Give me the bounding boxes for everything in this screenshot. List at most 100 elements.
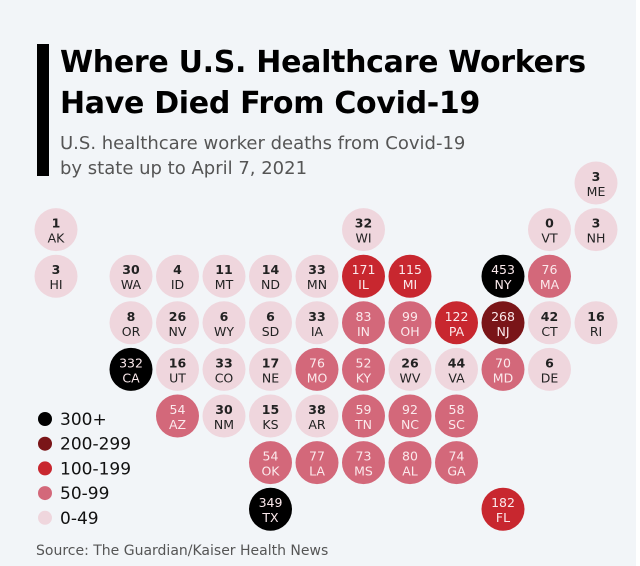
state-value: 6 [545, 355, 554, 370]
state-value: 16 [587, 309, 605, 324]
state-circle [109, 347, 153, 391]
state-abbr: DE [541, 370, 559, 385]
state-abbr: ND [261, 277, 280, 292]
state-circle [435, 441, 478, 485]
state-circle [481, 487, 525, 531]
state-abbr: CO [215, 370, 234, 385]
state-value: 349 [259, 495, 283, 510]
state-abbr: VT [541, 231, 558, 246]
legend-label: 100-199 [60, 459, 131, 479]
state-abbr: NY [495, 277, 512, 292]
legend-item: 100-199 [38, 459, 131, 479]
state-value: 76 [309, 355, 325, 370]
state-tile-de: 6DE [528, 347, 571, 391]
state-value: 8 [127, 309, 136, 324]
state-value: 33 [308, 309, 325, 324]
state-circle [574, 301, 618, 345]
state-abbr: IL [358, 277, 369, 292]
state-tile-nh: 3NH [574, 208, 618, 252]
state-abbr: NE [262, 370, 279, 385]
state-value: 16 [169, 355, 187, 370]
state-value: 83 [356, 309, 372, 324]
state-value: 38 [308, 402, 325, 417]
state-circle [388, 301, 432, 345]
title-accent-bar [37, 44, 49, 176]
state-value: 332 [119, 355, 143, 370]
state-abbr: UT [169, 370, 186, 385]
state-value: 77 [309, 449, 325, 464]
state-circle [109, 301, 153, 345]
state-value: 26 [169, 309, 187, 324]
state-abbr: GA [447, 464, 466, 479]
state-value: 33 [215, 355, 232, 370]
state-value: 54 [263, 449, 279, 464]
state-abbr: PA [449, 324, 465, 339]
title-line-1: Where U.S. Healthcare Workers [60, 45, 586, 80]
state-circle [249, 301, 292, 345]
state-circle [435, 301, 478, 345]
state-value: 76 [542, 262, 558, 277]
state-abbr: TX [261, 510, 279, 525]
state-value: 4 [173, 262, 182, 277]
state-value: 17 [262, 355, 279, 370]
state-value: 15 [262, 402, 279, 417]
legend-swatch [38, 461, 52, 476]
state-value: 11 [215, 262, 232, 277]
title-line-2: Have Died From Covid-19 [60, 86, 481, 121]
state-circle [388, 254, 432, 298]
state-circle [295, 254, 339, 298]
state-circle [388, 394, 432, 438]
state-abbr: HI [49, 277, 62, 292]
state-abbr: NM [214, 417, 234, 432]
state-circle [156, 254, 199, 298]
state-value: 1 [52, 216, 61, 231]
state-circle [156, 301, 199, 345]
state-tile-vt: 0VT [528, 208, 571, 252]
state-abbr: KY [356, 370, 372, 385]
state-abbr: CT [541, 324, 558, 339]
state-value: 3 [52, 262, 61, 277]
state-abbr: ID [171, 277, 184, 292]
right-edge [636, 0, 640, 566]
legend-swatch [38, 486, 52, 501]
state-circle [388, 347, 432, 391]
state-value: 30 [215, 402, 233, 417]
state-tile-ak: 1AK [34, 208, 78, 252]
state-value: 44 [448, 355, 466, 370]
chart-subtitle: U.S. healthcare worker deaths from Covid… [60, 131, 465, 181]
state-value: 115 [398, 262, 422, 277]
state-value: 3 [592, 216, 601, 231]
state-abbr: AL [402, 464, 418, 479]
state-circle [34, 254, 78, 298]
state-value: 54 [170, 402, 186, 417]
state-value: 42 [541, 309, 558, 324]
state-circle [249, 394, 292, 438]
state-value: 122 [445, 309, 469, 324]
state-circle [295, 347, 339, 391]
state-tile-me: 3ME [574, 161, 618, 205]
state-abbr: WV [400, 370, 421, 385]
state-tile-or: 8OR [109, 301, 153, 345]
state-circle [295, 301, 339, 345]
